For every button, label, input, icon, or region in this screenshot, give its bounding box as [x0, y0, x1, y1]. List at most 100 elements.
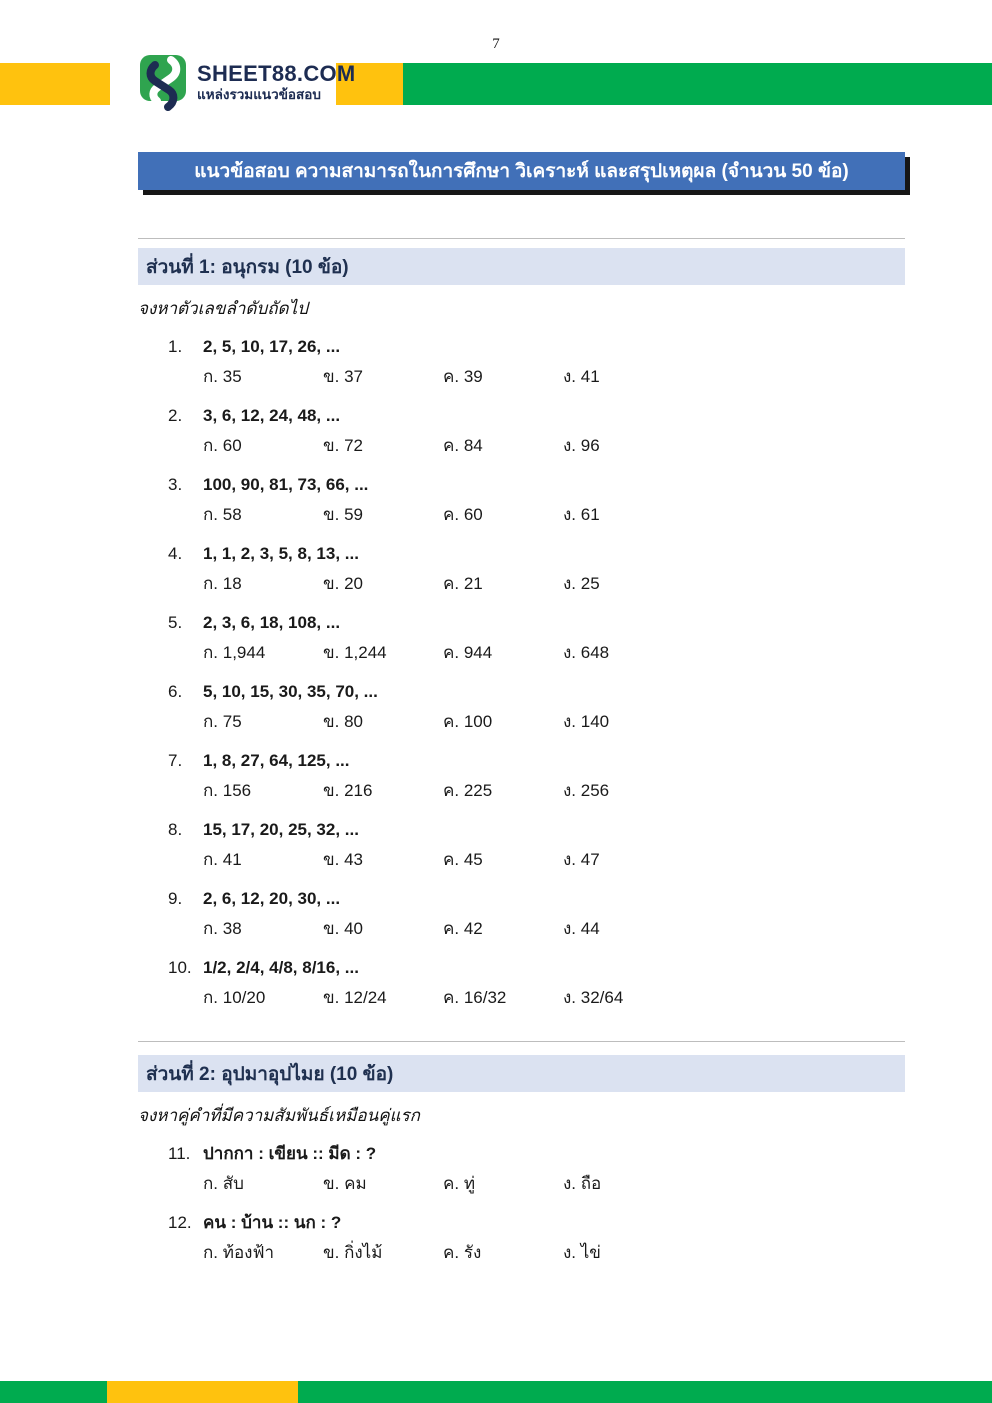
choice-option-2: ข. 216 — [323, 781, 373, 800]
choice-option-4: ง. 256 — [563, 781, 610, 800]
choice-option-3: ค. 84 — [443, 436, 483, 455]
sheet88-logo: SHEET88.COM แหล่งรวมแนวข้อสอบ — [138, 54, 356, 117]
question-text: 2, 3, 6, 18, 108, ... — [203, 613, 341, 632]
sheet88-logo-icon — [138, 54, 188, 117]
choice-option-4: ง. 44 — [563, 919, 600, 938]
question-choices: ก. 75 ข. 80 ค. 100 ง. 140 — [138, 707, 905, 737]
section-1: ส่วนที่ 1: อนุกรม (10 ข้อ) จงหาตัวเลขลำด… — [138, 238, 905, 1022]
choice-option-3: ค. รัง — [443, 1243, 482, 1262]
choice-option-2: ข. 12/24 — [323, 988, 387, 1007]
choice-option-4: ง. 61 — [563, 505, 600, 524]
question-choices: ก. 58 ข. 59 ค. 60 ง. 61 — [138, 500, 905, 530]
question-item: 3. 100, 90, 81, 73, 66, ... ก. 58 ข. 59 … — [138, 470, 905, 530]
question-choices: ก. 156 ข. 216 ค. 225 ง. 256 — [138, 776, 905, 806]
choice-option-1: ก. 35 — [203, 367, 242, 386]
section-1-instruction: จงหาตัวเลขลำดับถัดไป — [138, 299, 308, 318]
choice-option-3: ค. 21 — [443, 574, 483, 593]
header-green-segment — [403, 63, 992, 105]
section-2-questions: 11. ปากกา : เขียน :: มีด : ? ก. สับ ข. ค… — [138, 1139, 905, 1268]
header-band — [0, 63, 992, 105]
question-text: 100, 90, 81, 73, 66, ... — [203, 475, 369, 494]
choice-option-1: ก. 38 — [203, 919, 242, 938]
choice-option-2: ข. 59 — [323, 505, 363, 524]
question-choices: ก. 41 ข. 43 ค. 45 ง. 47 — [138, 845, 905, 875]
choice-option-3: ค. 225 — [443, 781, 493, 800]
section-1-questions: 1. 2, 5, 10, 17, 26, ... ก. 35 ข. 37 ค. … — [138, 332, 905, 1013]
choice-option-4: ง. 47 — [563, 850, 600, 869]
question-item: 12. คน : บ้าน :: นก : ? ก. ท้องฟ้า ข. กิ… — [138, 1208, 905, 1268]
question-text: 15, 17, 20, 25, 32, ... — [203, 820, 359, 839]
question-text: ปากกา : เขียน :: มีด : ? — [203, 1144, 377, 1163]
choice-option-1: ก. 10/20 — [203, 988, 266, 1007]
question-choices: ก. 60 ข. 72 ค. 84 ง. 96 — [138, 431, 905, 461]
question-text: 3, 6, 12, 24, 48, ... — [203, 406, 341, 425]
choice-option-4: ง. 41 — [563, 367, 600, 386]
question-text: 5, 10, 15, 30, 35, 70, ... — [203, 682, 378, 701]
question-text: 2, 5, 10, 17, 26, ... — [203, 337, 341, 356]
question-choices: ก. 10/20 ข. 12/24 ค. 16/32 ง. 32/64 — [138, 983, 905, 1013]
choice-option-1: ก. 58 — [203, 505, 242, 524]
choice-option-4: ง. ไข่ — [563, 1243, 601, 1262]
question-item: 6. 5, 10, 15, 30, 35, 70, ... ก. 75 ข. 8… — [138, 677, 905, 737]
question-choices: ก. 18 ข. 20 ค. 21 ง. 25 — [138, 569, 905, 599]
choice-option-1: ก. ท้องฟ้า — [203, 1243, 275, 1262]
question-item: 7. 1, 8, 27, 64, 125, ... ก. 156 ข. 216 … — [138, 746, 905, 806]
choice-option-1: ก. 18 — [203, 574, 242, 593]
question-number: 10. — [168, 958, 192, 977]
choice-option-2: ข. 72 — [323, 436, 363, 455]
logo-subtitle: แหล่งรวมแนวข้อสอบ — [197, 87, 321, 102]
choice-option-1: ก. 1,944 — [203, 643, 266, 662]
choice-option-1: ก. สับ — [203, 1174, 244, 1193]
section-2-heading: ส่วนที่ 2: อุปมาอุปไมย (10 ข้อ) — [138, 1055, 905, 1092]
choice-option-4: ง. 96 — [563, 436, 600, 455]
question-choices: ก. 1,944 ข. 1,244 ค. 944 ง. 648 — [138, 638, 905, 668]
choice-option-4: ง. ถือ — [563, 1174, 602, 1193]
question-item: 9. 2, 6, 12, 20, 30, ... ก. 38 ข. 40 ค. … — [138, 884, 905, 944]
question-number: 2. — [168, 406, 183, 425]
header-yellow-mid-segment — [336, 63, 403, 105]
logo-text-block: SHEET88.COM แหล่งรวมแนวข้อสอบ — [197, 54, 356, 103]
choice-option-3: ค. 16/32 — [443, 988, 507, 1007]
footer-yellow-segment — [107, 1381, 298, 1403]
question-number: 4. — [168, 544, 183, 563]
choice-option-4: ง. 32/64 — [563, 988, 624, 1007]
question-number: 12. — [168, 1213, 192, 1232]
question-number: 1. — [168, 337, 183, 356]
footer-band — [0, 1381, 992, 1403]
question-item: 11. ปากกา : เขียน :: มีด : ? ก. สับ ข. ค… — [138, 1139, 905, 1199]
question-text: คน : บ้าน :: นก : ? — [203, 1213, 342, 1232]
question-choices: ก. 38 ข. 40 ค. 42 ง. 44 — [138, 914, 905, 944]
exam-title: แนวข้อสอบ ความสามารถในการศึกษา วิเคราะห์… — [194, 161, 849, 182]
logo-title: SHEET88.COM — [197, 61, 356, 86]
question-item: 4. 1, 1, 2, 3, 5, 8, 13, ... ก. 18 ข. 20… — [138, 539, 905, 599]
question-choices: ก. สับ ข. คม ค. ทู่ ง. ถือ — [138, 1169, 905, 1199]
choice-option-4: ง. 140 — [563, 712, 610, 731]
question-item: 10. 1/2, 2/4, 4/8, 8/16, ... ก. 10/20 ข.… — [138, 953, 905, 1013]
question-item: 5. 2, 3, 6, 18, 108, ... ก. 1,944 ข. 1,2… — [138, 608, 905, 668]
question-text: 2, 6, 12, 20, 30, ... — [203, 889, 341, 908]
header-yellow-left-segment — [0, 63, 110, 105]
choice-option-1: ก. 156 — [203, 781, 252, 800]
choice-option-2: ข. 43 — [323, 850, 363, 869]
section-2: ส่วนที่ 2: อุปมาอุปไมย (10 ข้อ) จงหาคู่ค… — [138, 1041, 905, 1277]
choice-option-1: ก. 75 — [203, 712, 242, 731]
question-number: 5. — [168, 613, 183, 632]
choice-option-3: ค. 39 — [443, 367, 483, 386]
exam-title-banner: แนวข้อสอบ ความสามารถในการศึกษา วิเคราะห์… — [138, 152, 905, 190]
choice-option-2: ข. 40 — [323, 919, 363, 938]
choice-option-3: ค. 45 — [443, 850, 483, 869]
question-number: 7. — [168, 751, 183, 770]
question-number: 11. — [168, 1144, 191, 1163]
question-choices: ก. ท้องฟ้า ข. กิ่งไม้ ค. รัง ง. ไข่ — [138, 1238, 905, 1268]
question-number: 3. — [168, 475, 183, 494]
question-item: 2. 3, 6, 12, 24, 48, ... ก. 60 ข. 72 ค. … — [138, 401, 905, 461]
page-number: 7 — [492, 36, 500, 52]
question-text: 1, 1, 2, 3, 5, 8, 13, ... — [203, 544, 359, 563]
question-number: 9. — [168, 889, 183, 908]
section-1-heading: ส่วนที่ 1: อนุกรม (10 ข้อ) — [138, 248, 905, 285]
question-number: 8. — [168, 820, 183, 839]
choice-option-3: ค. 60 — [443, 505, 483, 524]
choice-option-2: ข. กิ่งไม้ — [323, 1243, 383, 1262]
section-2-instruction: จงหาคู่คำที่มีความสัมพันธ์เหมือนคู่แรก — [138, 1106, 420, 1125]
choice-option-3: ค. ทู่ — [443, 1174, 476, 1193]
